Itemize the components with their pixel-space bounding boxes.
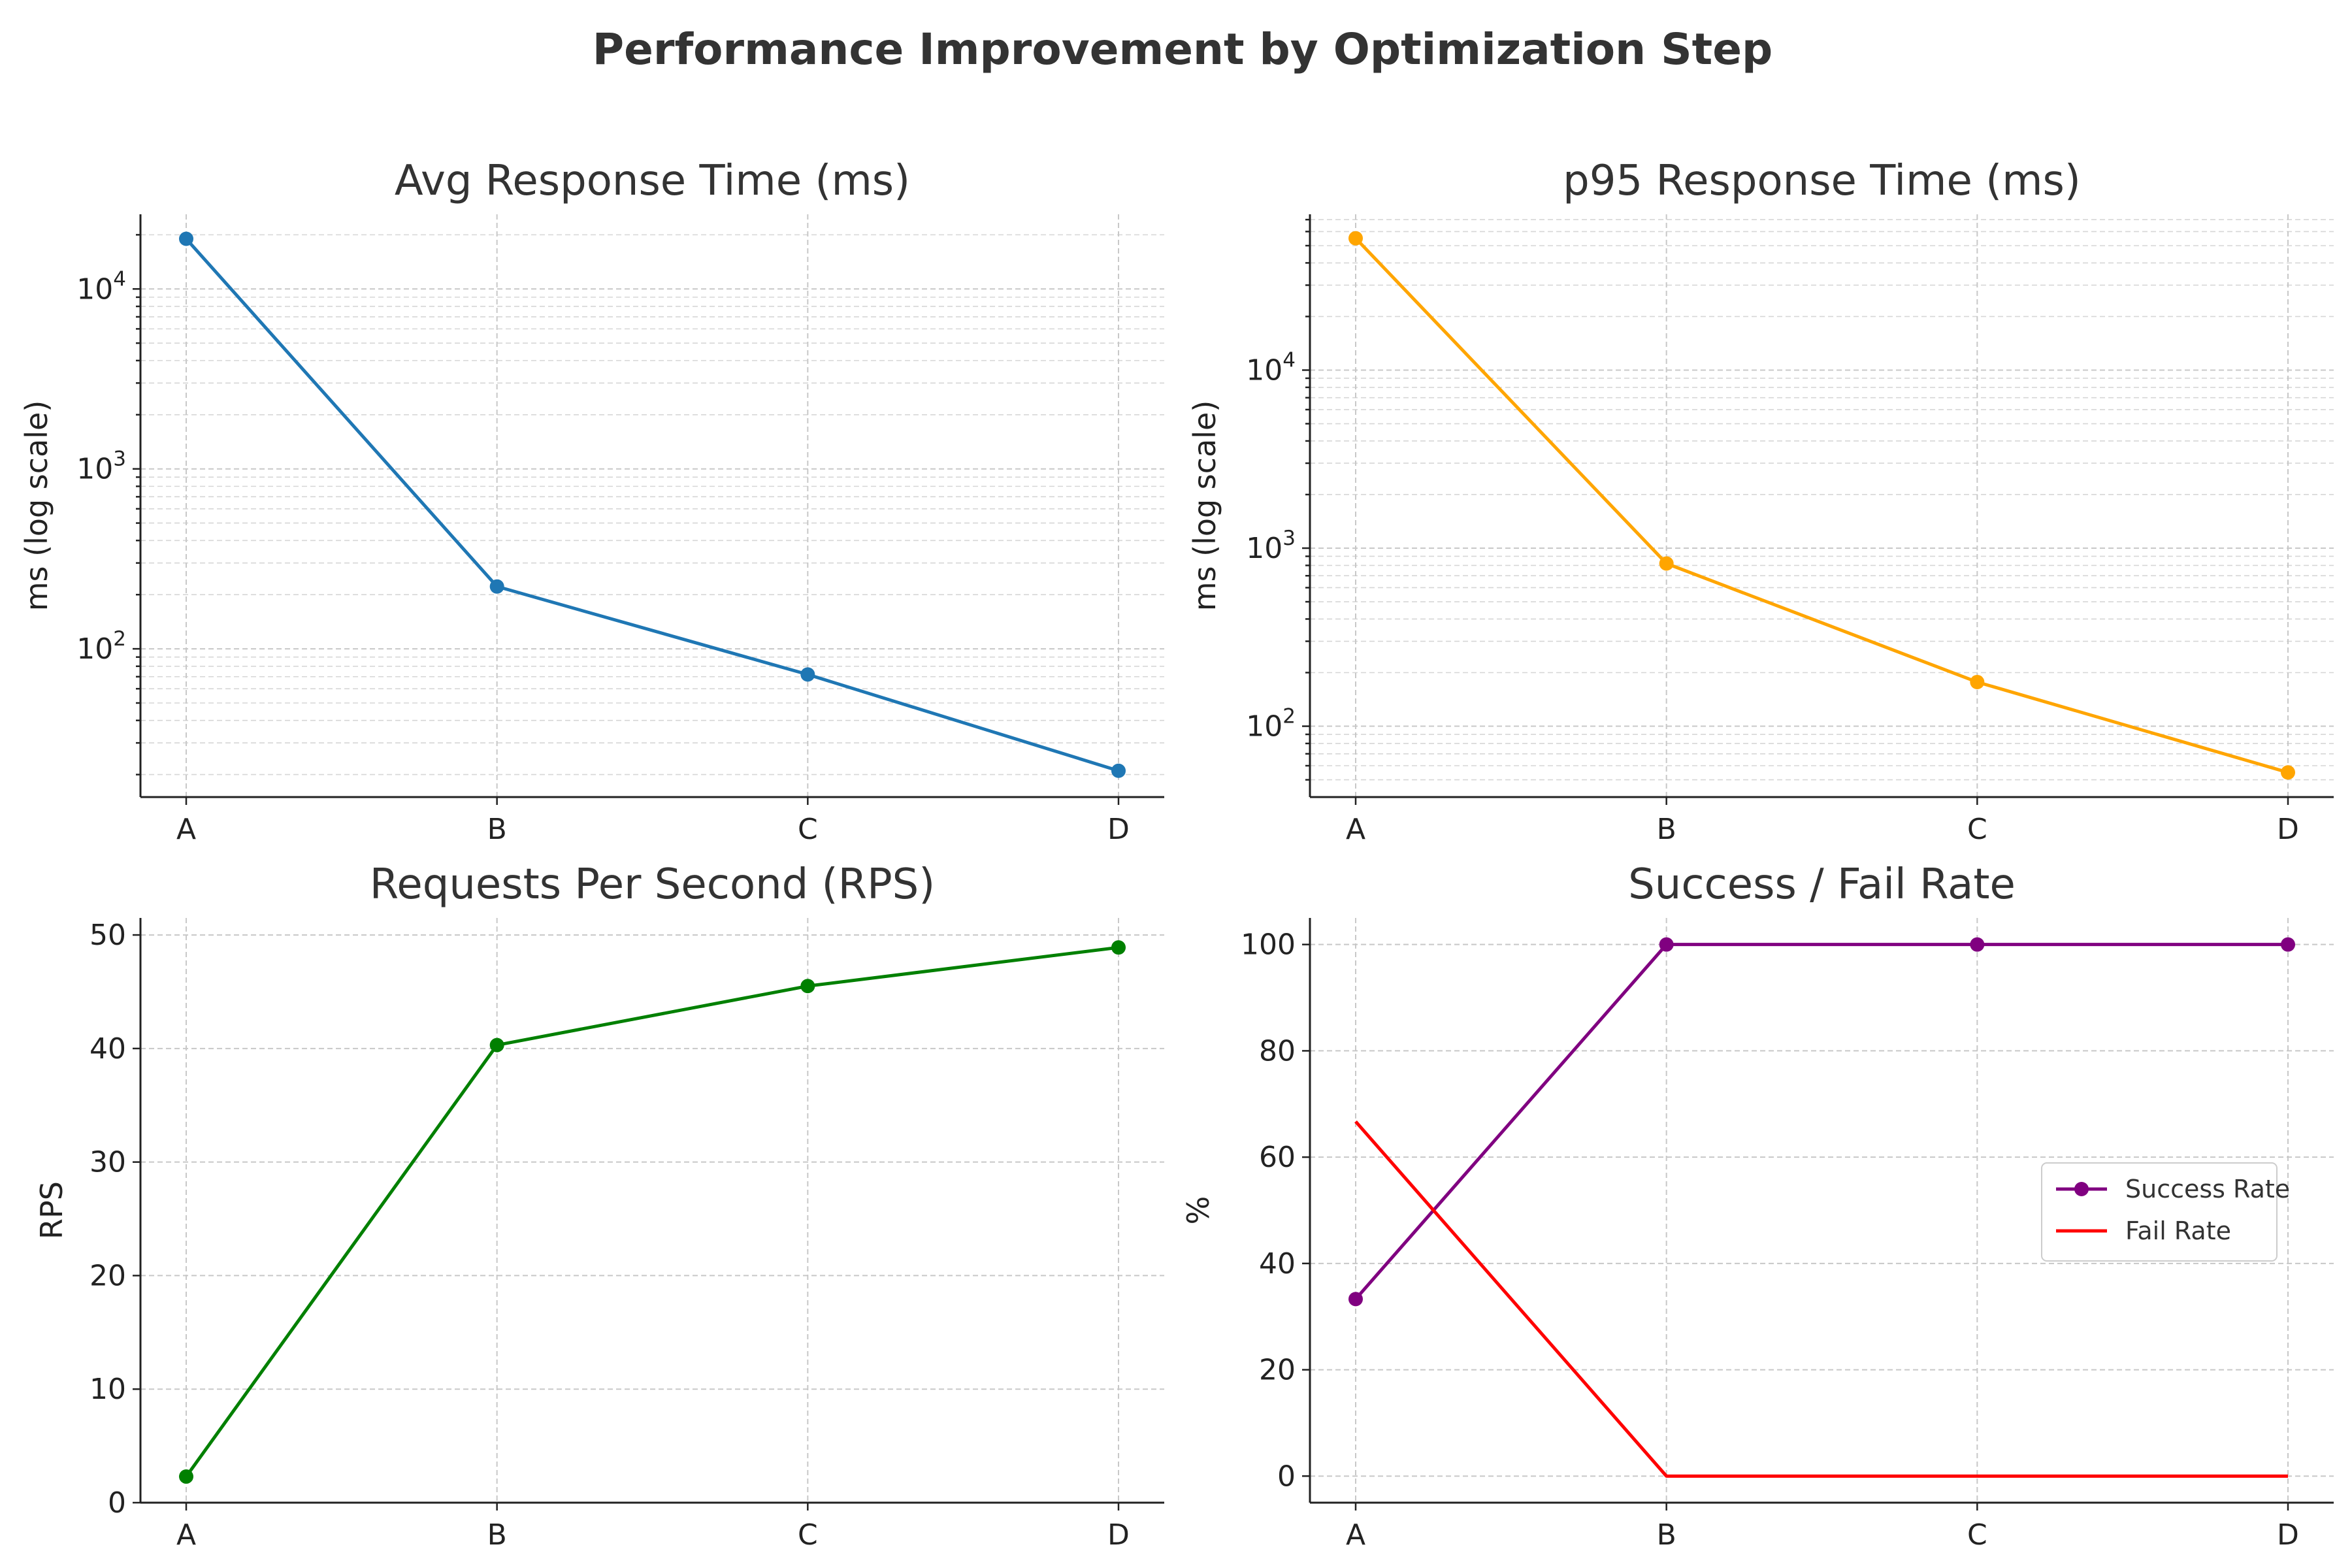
data-point — [179, 1469, 193, 1484]
y-axis-label: % — [1181, 1196, 1216, 1225]
y-tick-label: 103 — [76, 448, 126, 486]
data-point — [1111, 940, 1126, 955]
x-tick-label: A — [176, 1518, 196, 1552]
y-axis-label: RPS — [34, 1181, 69, 1239]
y-tick-label: 102 — [76, 627, 126, 666]
y-tick-label: 40 — [1259, 1247, 1296, 1281]
y-tick-label: 10 — [90, 1373, 126, 1406]
x-tick-label: B — [487, 813, 507, 846]
data-point — [1348, 1292, 1363, 1307]
data-point — [1111, 763, 1126, 778]
data-point — [1970, 674, 1985, 689]
x-tick-label: B — [1657, 813, 1676, 846]
data-point — [800, 979, 815, 994]
data-point — [1659, 556, 1674, 571]
data-point — [800, 667, 815, 682]
y-tick-label: 20 — [1259, 1354, 1296, 1387]
y-tick-label: 30 — [90, 1146, 126, 1179]
legend-marker — [2074, 1182, 2089, 1196]
legend-label: Fail Rate — [2125, 1217, 2231, 1245]
chart-panel: 102 103 104 A B C D Avg Response Time (ms) ms (l… — [19, 157, 1164, 846]
data-point — [489, 1037, 504, 1053]
data-point — [179, 231, 193, 246]
y-tick-label: 102 — [1246, 705, 1296, 743]
y-tick-label: 0 — [1277, 1460, 1296, 1493]
series-line — [184, 945, 1119, 1478]
y-tick-label: 103 — [1246, 527, 1296, 565]
panel-title: Avg Response Time (ms) — [395, 157, 910, 205]
chart-panel: 0 20 40 60 80 100 A B C D Success / Fail Rate% Succ… — [1181, 860, 2334, 1552]
y-tick-label: 104 — [1246, 348, 1296, 387]
figure-title: Performance Improvement by Optimization … — [593, 24, 1772, 74]
y-tick-label: 80 — [1259, 1034, 1296, 1068]
x-tick-label: A — [1346, 813, 1365, 846]
data-point — [2281, 937, 2295, 952]
y-tick-label: 50 — [90, 919, 126, 952]
x-tick-label: D — [1107, 813, 1130, 846]
y-axis-label: ms (log scale) — [1187, 400, 1222, 612]
y-axis-label: ms (log scale) — [19, 400, 54, 612]
x-tick-label: D — [2277, 1518, 2299, 1552]
data-point — [2281, 765, 2295, 780]
x-tick-label: C — [798, 813, 818, 846]
chart-panel: 0 10 20 30 40 50 A B C D Requests Per Second (RPS)… — [34, 860, 1164, 1552]
y-tick-label: 60 — [1259, 1141, 1296, 1174]
data-point — [1348, 231, 1363, 246]
x-tick-label: D — [1107, 1518, 1130, 1552]
legend: Success Rate Fail Rate — [2041, 1162, 2290, 1262]
data-point — [1970, 937, 1985, 952]
x-tick-label: C — [1967, 813, 1987, 846]
y-tick-label: 40 — [90, 1032, 126, 1066]
x-tick-label: A — [1346, 1518, 1365, 1552]
x-tick-label: B — [1657, 1518, 1676, 1552]
series-line — [1354, 943, 2288, 1301]
x-tick-label: D — [2277, 813, 2299, 846]
y-tick-label: 0 — [108, 1486, 126, 1520]
data-point — [1659, 937, 1674, 952]
y-tick-label: 100 — [1241, 928, 1296, 962]
x-tick-label: A — [176, 813, 196, 846]
y-tick-label: 104 — [76, 267, 126, 306]
series-line — [185, 237, 1119, 773]
data-point — [489, 579, 504, 594]
legend-label: Success Rate — [2125, 1175, 2290, 1203]
x-tick-label: B — [487, 1518, 507, 1552]
panel-title: Requests Per Second (RPS) — [370, 860, 936, 909]
x-tick-label: C — [1967, 1518, 1987, 1552]
y-tick-label: 20 — [90, 1259, 126, 1292]
x-tick-label: C — [798, 1518, 818, 1552]
series-line — [1354, 1120, 2288, 1478]
panel-title: Success / Fail Rate — [1628, 860, 2016, 909]
series-line — [1354, 237, 2289, 774]
panel-title: p95 Response Time (ms) — [1563, 157, 2081, 205]
